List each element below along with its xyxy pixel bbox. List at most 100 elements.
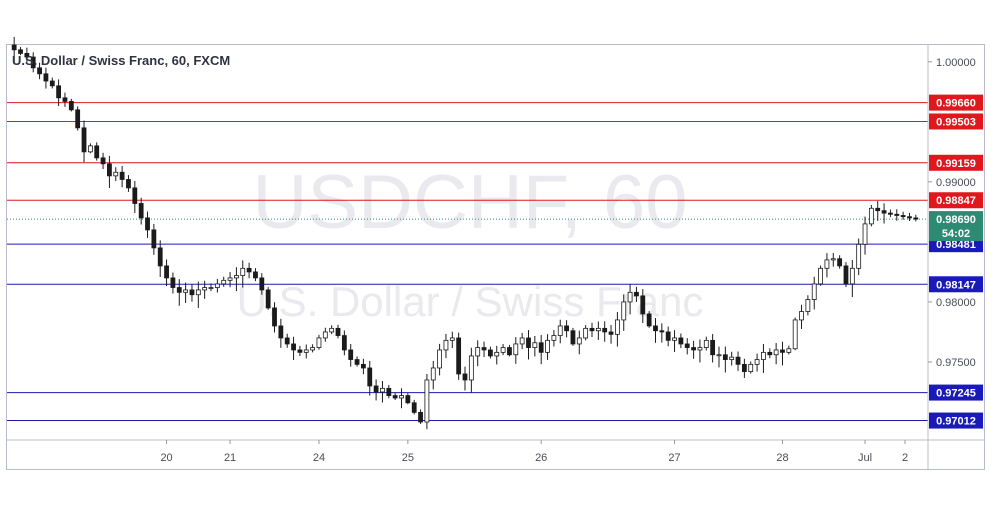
candle-body <box>126 179 131 189</box>
support-level-label: 0.97012 <box>936 416 976 428</box>
candle-body <box>564 325 569 332</box>
candle-body <box>691 347 696 351</box>
candle-body <box>11 44 17 51</box>
candle-body <box>659 330 665 333</box>
candle-body <box>367 367 373 387</box>
candle-body <box>672 337 677 341</box>
resistance-level-tag <box>929 94 983 111</box>
candle-body <box>811 283 817 300</box>
candle-body <box>145 217 150 231</box>
candle-body <box>62 97 68 102</box>
candle-body <box>646 313 652 327</box>
candle-body <box>881 210 887 214</box>
candle-body <box>741 363 747 372</box>
candle-body <box>862 223 868 245</box>
candle-body <box>284 337 290 345</box>
candle-body <box>253 271 258 279</box>
candle-body <box>634 291 639 297</box>
candle-body <box>621 301 627 321</box>
candle-body <box>30 56 36 69</box>
candle-body <box>94 145 100 159</box>
candle-body <box>341 335 347 351</box>
candle-body <box>265 289 271 309</box>
support-level-tag <box>929 384 983 401</box>
candle-body <box>75 109 81 129</box>
candle-body <box>716 354 722 357</box>
candle-body <box>119 171 125 180</box>
resistance-level-label: 0.99660 <box>936 98 976 110</box>
candle-body <box>792 319 798 350</box>
candle-body <box>532 342 538 348</box>
candle-body <box>411 402 417 413</box>
candle-body <box>437 349 443 369</box>
candle-body <box>373 385 379 393</box>
candle-body <box>208 287 214 289</box>
candle-body <box>392 395 398 399</box>
candle-body <box>113 171 119 177</box>
candle-body <box>526 337 531 348</box>
candle-body <box>240 267 246 276</box>
candle-body <box>640 295 646 315</box>
candle-body <box>297 349 303 353</box>
candle-body <box>386 387 392 396</box>
candle-body <box>780 349 785 353</box>
y-tick-label: 0.99000 <box>936 177 976 189</box>
candle-body <box>202 287 208 291</box>
candle-body <box>805 299 811 312</box>
candle-body <box>735 356 741 365</box>
x-tick-label: 27 <box>668 452 680 464</box>
candle-body <box>449 337 455 341</box>
candle-body <box>837 258 843 267</box>
candle-body <box>487 349 493 357</box>
candle-body <box>799 311 804 321</box>
candle-body <box>87 145 93 153</box>
resistance-level-label: 0.98847 <box>936 195 976 207</box>
candle-body <box>68 101 74 111</box>
candle-body <box>761 351 766 360</box>
candle-body <box>176 287 182 293</box>
candle-body <box>519 337 525 345</box>
x-tick-label: 26 <box>535 452 547 464</box>
candle-body <box>843 265 849 285</box>
candle-body <box>849 267 855 285</box>
candle-body <box>43 73 49 82</box>
candle-body <box>329 327 335 333</box>
current-price-tag <box>929 211 983 242</box>
candle-body <box>888 212 893 215</box>
candle-body <box>875 207 881 212</box>
candle-body <box>107 163 112 177</box>
candle-body <box>316 337 322 348</box>
candle-body <box>380 387 385 393</box>
candle-body <box>170 277 176 288</box>
candle-body <box>595 327 601 332</box>
candle-body <box>824 259 830 269</box>
candle-body <box>589 327 595 332</box>
support-level-tag <box>929 412 983 429</box>
candle-body <box>722 354 728 360</box>
candle-body <box>151 229 157 249</box>
candle-body <box>468 355 474 381</box>
candle-body <box>278 325 284 339</box>
countdown-timer: 54:02 <box>942 228 970 240</box>
candle-body <box>913 217 919 220</box>
support-level-label: 0.97245 <box>936 388 976 400</box>
candle-body <box>818 267 823 285</box>
candle-body <box>132 187 138 204</box>
x-tick-label: 24 <box>313 452 325 464</box>
resistance-level-tag <box>929 192 983 209</box>
candle-body <box>576 337 582 345</box>
resistance-level-label: 0.99503 <box>936 116 976 128</box>
candle-body <box>303 349 309 353</box>
candle-body <box>424 379 430 423</box>
candle-body <box>748 363 754 372</box>
candle-body <box>310 347 316 351</box>
y-tick-label: 1.00000 <box>936 57 976 69</box>
candle-body <box>322 331 328 339</box>
resistance-level-label: 0.99159 <box>936 158 976 170</box>
candle-body <box>443 339 449 351</box>
candle-body <box>608 331 614 335</box>
x-tick-label: 20 <box>160 452 172 464</box>
candle-body <box>157 247 163 267</box>
candle-body <box>507 347 512 356</box>
